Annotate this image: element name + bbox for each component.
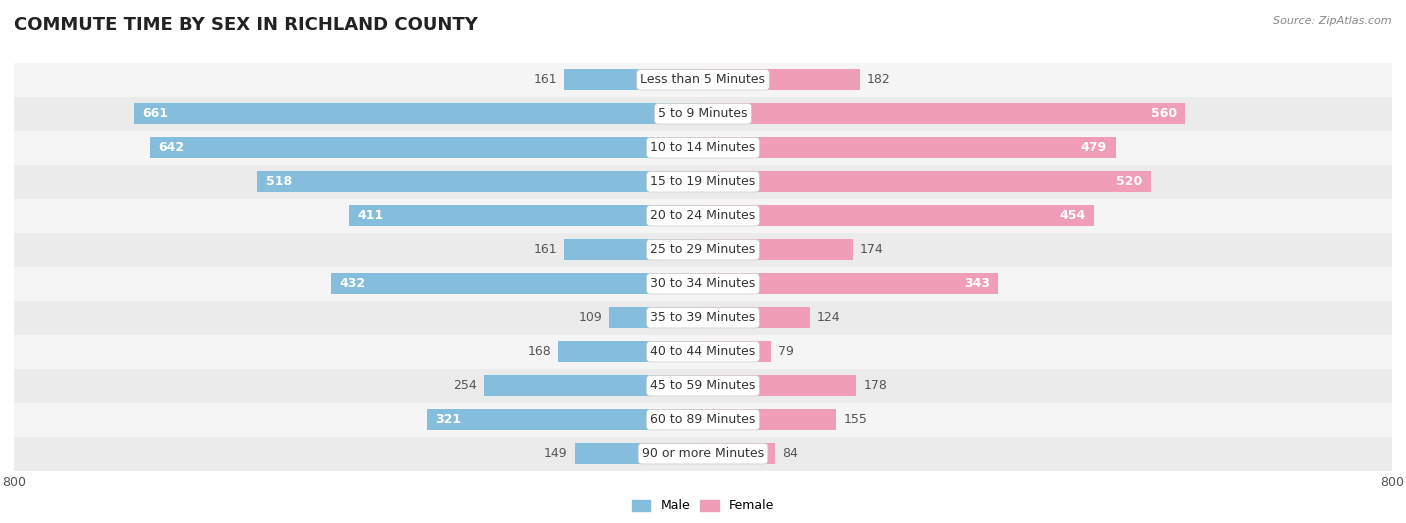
Text: 174: 174 xyxy=(859,243,883,256)
Bar xyxy=(14,369,1392,403)
Bar xyxy=(134,103,703,124)
Bar xyxy=(703,69,859,90)
Text: COMMUTE TIME BY SEX IN RICHLAND COUNTY: COMMUTE TIME BY SEX IN RICHLAND COUNTY xyxy=(14,16,478,33)
Text: 411: 411 xyxy=(357,209,384,222)
Bar xyxy=(703,375,856,396)
Text: 182: 182 xyxy=(866,73,890,86)
Text: 518: 518 xyxy=(266,175,291,188)
Text: 20 to 24 Minutes: 20 to 24 Minutes xyxy=(651,209,755,222)
Bar xyxy=(558,341,703,362)
Bar xyxy=(609,307,703,328)
Bar xyxy=(703,103,1185,124)
Bar xyxy=(349,205,703,226)
Bar xyxy=(14,165,1392,199)
Text: 79: 79 xyxy=(778,345,794,358)
Bar xyxy=(330,273,703,294)
Bar xyxy=(14,131,1392,165)
Text: 254: 254 xyxy=(454,379,478,392)
Bar xyxy=(703,409,837,430)
Text: 178: 178 xyxy=(863,379,887,392)
Bar xyxy=(703,239,853,260)
Text: 454: 454 xyxy=(1059,209,1085,222)
Text: Source: ZipAtlas.com: Source: ZipAtlas.com xyxy=(1274,16,1392,26)
Text: 161: 161 xyxy=(534,243,557,256)
Text: 5 to 9 Minutes: 5 to 9 Minutes xyxy=(658,107,748,120)
Text: 15 to 19 Minutes: 15 to 19 Minutes xyxy=(651,175,755,188)
Text: 661: 661 xyxy=(142,107,169,120)
Bar xyxy=(703,171,1152,192)
Text: 25 to 29 Minutes: 25 to 29 Minutes xyxy=(651,243,755,256)
Text: 479: 479 xyxy=(1081,141,1107,154)
Text: 40 to 44 Minutes: 40 to 44 Minutes xyxy=(651,345,755,358)
Bar xyxy=(14,233,1392,267)
Text: 45 to 59 Minutes: 45 to 59 Minutes xyxy=(651,379,755,392)
Bar xyxy=(484,375,703,396)
Text: 321: 321 xyxy=(436,413,461,426)
Bar xyxy=(703,205,1094,226)
Text: 10 to 14 Minutes: 10 to 14 Minutes xyxy=(651,141,755,154)
Bar xyxy=(14,301,1392,335)
Bar xyxy=(703,137,1115,158)
Text: 124: 124 xyxy=(817,311,841,324)
Bar xyxy=(703,341,770,362)
Bar xyxy=(14,403,1392,437)
Bar xyxy=(14,335,1392,369)
Bar xyxy=(14,97,1392,131)
Bar xyxy=(564,69,703,90)
Bar xyxy=(703,443,775,464)
Legend: Male, Female: Male, Female xyxy=(627,494,779,517)
Bar xyxy=(150,137,703,158)
Bar xyxy=(426,409,703,430)
Bar xyxy=(575,443,703,464)
Bar xyxy=(14,63,1392,97)
Bar xyxy=(14,267,1392,301)
Bar xyxy=(257,171,703,192)
Text: 149: 149 xyxy=(544,447,568,460)
Text: 161: 161 xyxy=(534,73,557,86)
Text: 642: 642 xyxy=(159,141,184,154)
Bar xyxy=(14,437,1392,471)
Text: 432: 432 xyxy=(340,277,366,290)
Bar xyxy=(703,307,810,328)
Text: 35 to 39 Minutes: 35 to 39 Minutes xyxy=(651,311,755,324)
Text: 560: 560 xyxy=(1150,107,1177,120)
Bar xyxy=(14,199,1392,233)
Text: 155: 155 xyxy=(844,413,868,426)
Text: 520: 520 xyxy=(1116,175,1142,188)
Text: Less than 5 Minutes: Less than 5 Minutes xyxy=(641,73,765,86)
Text: 168: 168 xyxy=(527,345,551,358)
Bar xyxy=(564,239,703,260)
Text: 84: 84 xyxy=(782,447,799,460)
Text: 30 to 34 Minutes: 30 to 34 Minutes xyxy=(651,277,755,290)
Text: 109: 109 xyxy=(578,311,602,324)
Text: 60 to 89 Minutes: 60 to 89 Minutes xyxy=(651,413,755,426)
Text: 343: 343 xyxy=(963,277,990,290)
Bar xyxy=(703,273,998,294)
Text: 90 or more Minutes: 90 or more Minutes xyxy=(643,447,763,460)
